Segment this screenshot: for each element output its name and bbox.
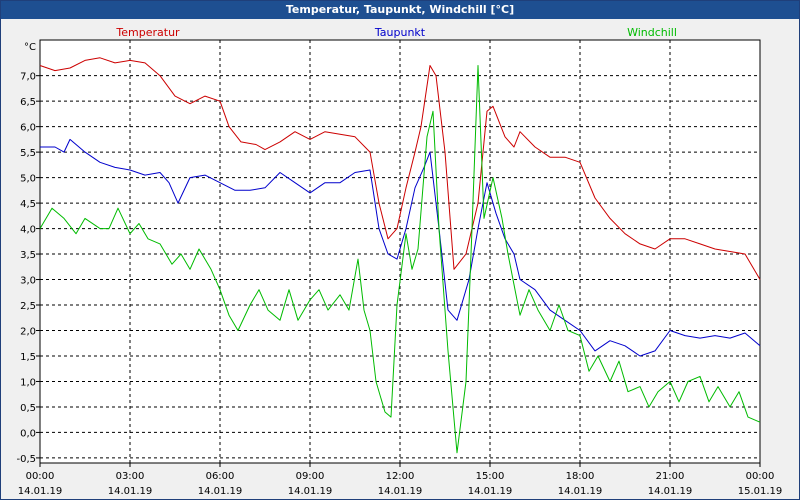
x-tick-time: 18:00: [566, 471, 595, 482]
y-tick-label: 5,5: [20, 148, 36, 159]
x-tick-time: 15:00: [476, 471, 505, 482]
legend-item-windchill: Windchill: [627, 26, 677, 39]
y-tick-label: 0,0: [20, 428, 36, 439]
x-tick-date: 14.01.19: [18, 486, 63, 497]
x-tick-date: 14.01.19: [558, 486, 603, 497]
y-tick-label: 5,0: [20, 174, 36, 185]
series-line-temperature: [39, 57, 761, 280]
x-tick-time: 06:00: [206, 471, 235, 482]
y-tick-label: 0,5: [20, 403, 36, 414]
x-tick-date: 14.01.19: [648, 486, 693, 497]
x-tick-time: 21:00: [656, 471, 685, 482]
series-group: [39, 57, 761, 454]
series-line-dewpoint: [40, 138, 761, 357]
y-tick-label: 4,0: [20, 225, 36, 236]
y-tick-label: 2,5: [20, 301, 36, 312]
y-tick-label: -0,5: [16, 454, 36, 465]
y-tick-label: 1,0: [20, 377, 36, 388]
x-tick-date: 14.01.19: [108, 486, 153, 497]
x-tick-time: 09:00: [296, 471, 325, 482]
x-tick-date: 14.01.19: [288, 486, 333, 497]
y-tick-label: 3,5: [20, 250, 36, 261]
x-tick-time: 03:00: [116, 471, 145, 482]
x-tick-time: 00:00: [26, 471, 55, 482]
y-axis: -0,5 0,0 0,5 1,0 1,5 2,0 2,5 3,0 3,5 4,0 4,5 5,0 5,5…: [16, 72, 40, 465]
y-tick-label: 7,0: [20, 72, 36, 83]
y-tick-label: 6,0: [20, 123, 36, 134]
x-tick-date: 14.01.19: [378, 486, 423, 497]
x-tick-date: 15.01.19: [738, 486, 783, 497]
window-title: Temperatur, Taupunkt, Windchill [°C]: [1, 1, 799, 19]
series-line-windchill: [39, 65, 761, 454]
legend-item-dewpoint: Taupunkt: [374, 26, 426, 39]
y-unit-label: °C: [24, 42, 36, 53]
x-axis: 00:00 14.01.19 03:00 14.01.19 06:00 14.01.19 0…: [18, 463, 783, 497]
y-tick-label: 1,5: [20, 352, 36, 363]
x-tick-time: 00:00: [746, 471, 775, 482]
x-tick-date: 14.01.19: [198, 486, 243, 497]
x-tick-time: 12:00: [386, 471, 415, 482]
grid: [40, 40, 760, 463]
x-tick-date: 14.01.19: [468, 486, 513, 497]
y-tick-label: 3,0: [20, 276, 36, 287]
y-tick-label: 6,5: [20, 97, 36, 108]
y-tick-label: 4,5: [20, 199, 36, 210]
y-tick-label: 2,0: [20, 326, 36, 337]
legend-item-temperature: Temperatur: [115, 26, 180, 39]
legend: Temperatur Taupunkt Windchill: [115, 26, 677, 39]
